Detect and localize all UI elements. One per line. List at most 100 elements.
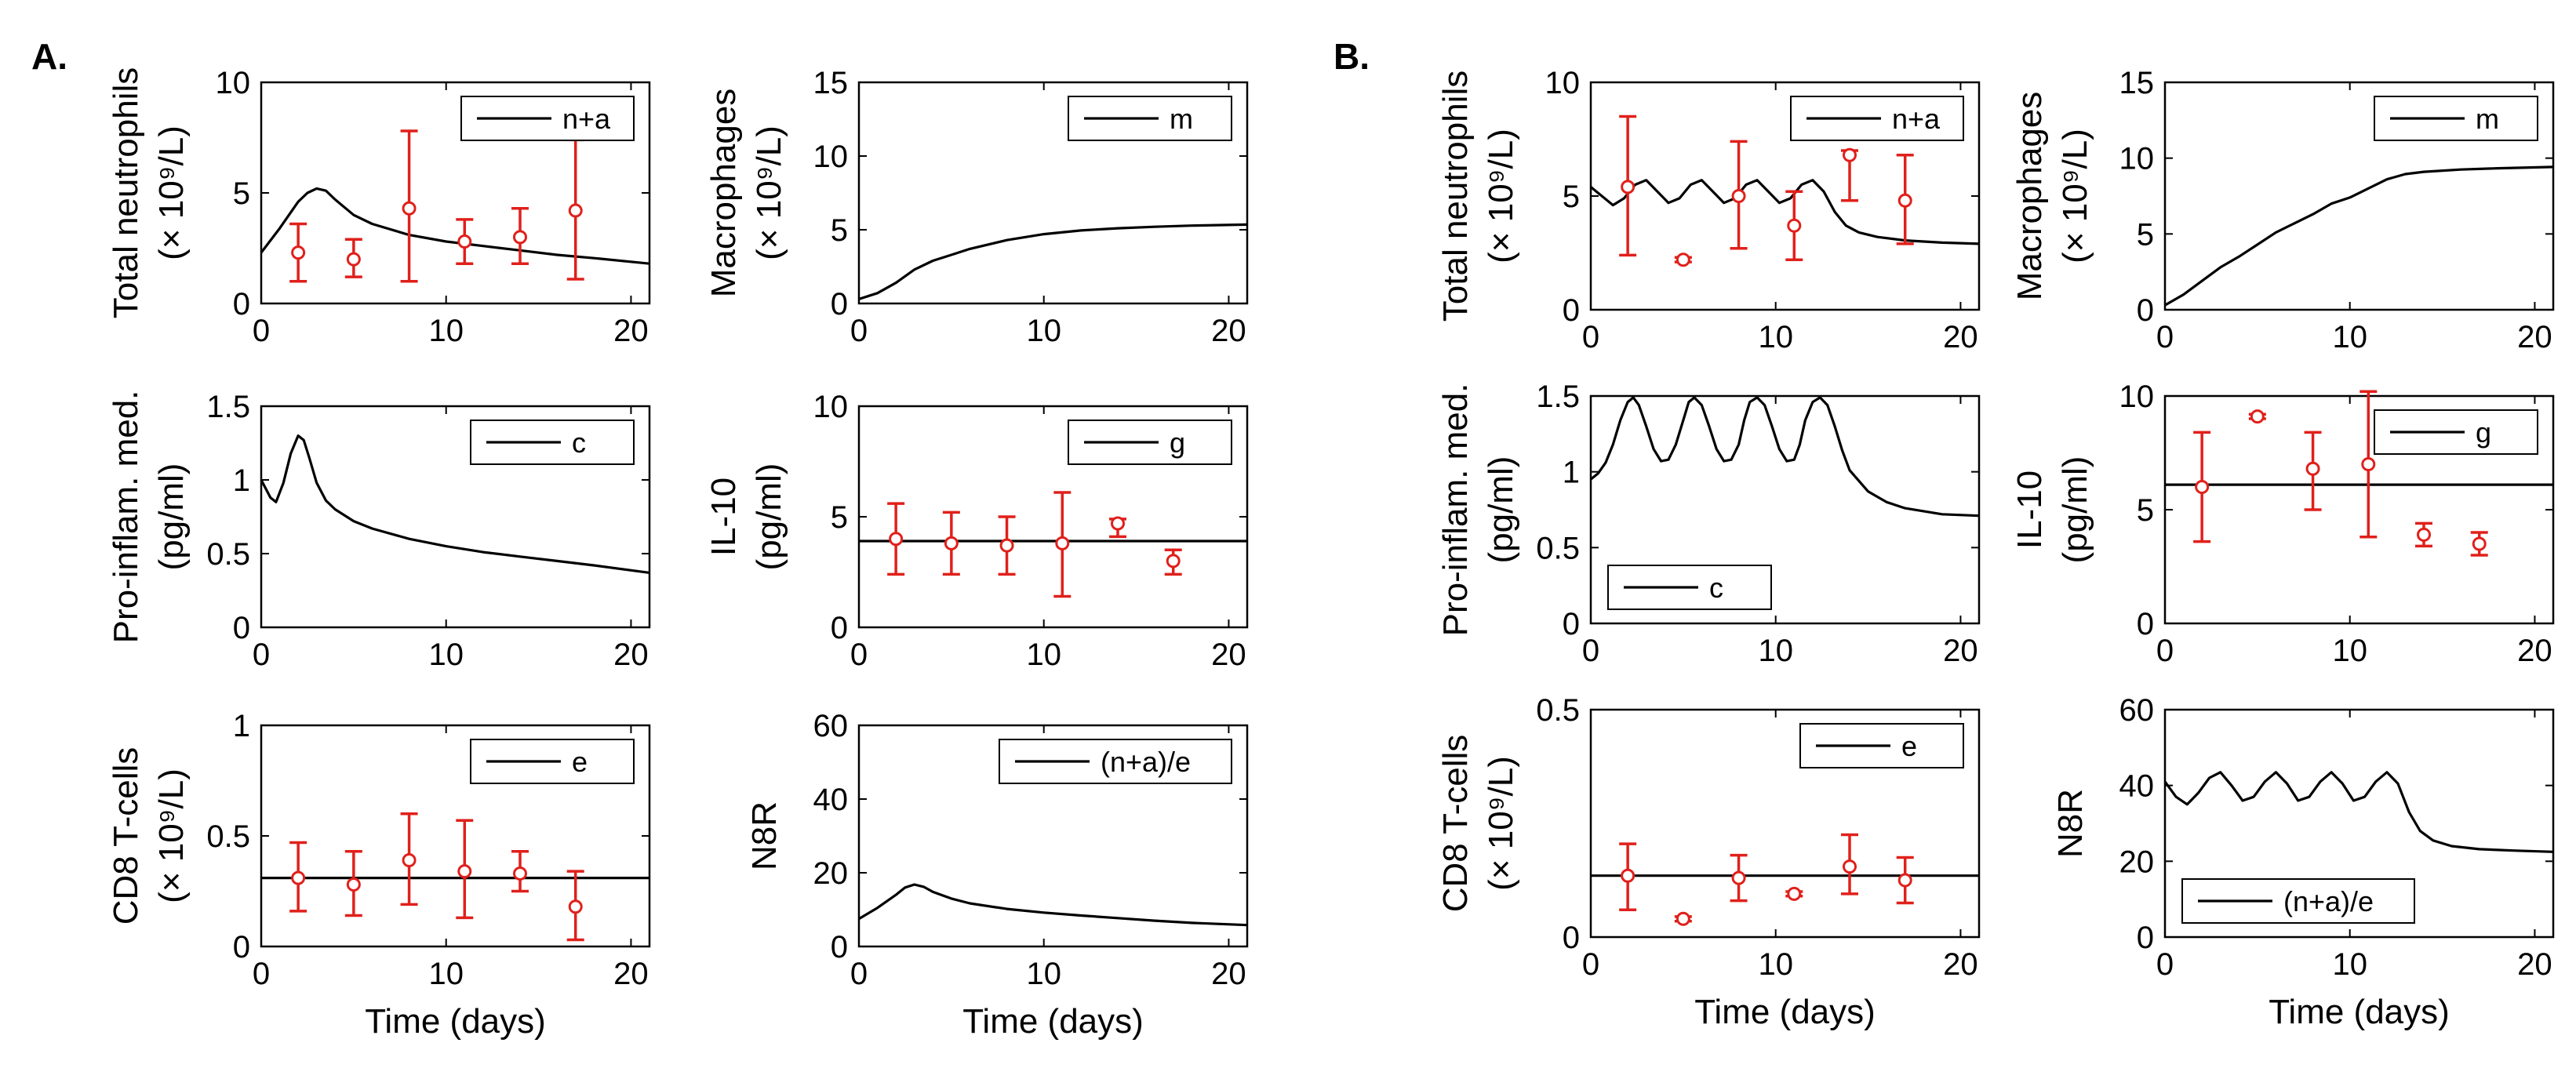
y-tick-label: 0	[1563, 607, 1580, 641]
x-tick-label: 10	[2332, 320, 2367, 354]
subplot-A-proinflam: 0 10 20 0 0.5 1 1.5 Pro-inflam. med. (pg/ml) c	[107, 390, 651, 672]
legend-label: e	[1901, 730, 1917, 762]
x-tick-label: 0	[1582, 320, 1599, 354]
data-point	[1621, 868, 1635, 883]
subplot-A-macrophages: 0 10 20 0 5 10 15 Macrophages (× 10⁹/L) m	[704, 66, 1249, 348]
x-tick-label: 10	[1026, 314, 1061, 348]
data-point	[2472, 536, 2487, 551]
y-axis-label-line: Total neutrophils	[107, 67, 145, 318]
legend: n+a	[460, 96, 635, 141]
y-tick-label: 5	[2137, 217, 2154, 252]
y-tick-label: 0	[831, 287, 848, 322]
y-axis-label-line: CD8 T-cells	[107, 747, 145, 925]
x-axis-label: Time (days)	[1694, 993, 1876, 1031]
y-axis-label: CD8 T-cells (× 10⁹/L)	[107, 747, 191, 925]
y-tick-label: 1	[233, 709, 250, 743]
x-tick-label: 20	[1943, 947, 1978, 982]
data-point	[1675, 252, 1690, 267]
data-point	[1843, 859, 1857, 874]
x-tick-label: 0	[1582, 947, 1599, 982]
x-tick-label: 20	[1211, 314, 1246, 348]
legend-label: n+a	[1892, 103, 1941, 135]
y-axis-label-line: Total neutrophils	[1436, 71, 1475, 322]
data-point	[457, 234, 472, 249]
series-line-n+a	[260, 187, 650, 265]
y-tick-label: 15	[2119, 66, 2155, 100]
y-axis-label-line: Macrophages	[2010, 92, 2049, 301]
y-axis-label-line: Pro-inflam. med.	[1436, 383, 1475, 637]
y-axis-label-line: (pg/ml)	[750, 463, 788, 571]
x-tick-label: 10	[1758, 634, 1793, 668]
y-axis-label: IL-10 (pg/ml)	[704, 463, 788, 571]
y-tick-label: 5	[831, 500, 848, 535]
data-point	[1897, 193, 1912, 208]
legend-label: c	[572, 427, 586, 459]
x-tick-label: 20	[613, 957, 649, 991]
x-tick-label: 20	[1211, 957, 1246, 991]
y-axis-label-line: Pro-inflam. med.	[107, 391, 145, 644]
y-tick-label: 0	[2137, 293, 2154, 328]
x-tick-label: 10	[428, 314, 464, 348]
y-axis-label: Total neutrophils (× 10⁹/L)	[107, 67, 191, 318]
legend: c	[1607, 565, 1772, 610]
data-point	[568, 899, 583, 914]
legend: e	[1799, 723, 1964, 768]
subplot-B-n8r: 0 10 20 0 20 40 60 N8R Time (days) (n+a)/e	[2051, 693, 2555, 1031]
x-tick-label: 10	[428, 638, 464, 672]
data-point	[944, 536, 959, 550]
y-tick-label: 40	[813, 783, 849, 817]
data-point	[568, 203, 583, 218]
y-tick-label: 10	[813, 140, 849, 174]
subplot-A-n8r: 0 10 20 0 20 40 60 N8R Time (days) (n+a)/e	[745, 709, 1249, 1041]
y-axis-label: IL-10 (pg/ml)	[2010, 456, 2094, 564]
x-tick-label: 0	[850, 638, 868, 672]
y-tick-label: 10	[2119, 380, 2155, 414]
legend: n+a	[1790, 96, 1964, 141]
x-tick-label: 20	[1943, 634, 1978, 668]
subplot-B-neutrophils: 0 10 20 0 5 10 Total neutrophils (× 10⁹/L) n+a	[1436, 66, 1981, 354]
y-axis-label-line: (× 10⁹/L)	[2056, 129, 2094, 263]
x-tick-label: 10	[1758, 947, 1793, 982]
y-tick-label: 0	[233, 930, 250, 965]
y-axis-label: Pro-inflam. med. (pg/ml)	[1436, 383, 1520, 637]
data-point	[291, 870, 306, 885]
y-tick-label: 60	[2119, 693, 2155, 728]
y-axis-label-line: IL-10	[704, 478, 743, 556]
x-tick-label: 20	[1943, 320, 1978, 354]
series-line-c	[260, 434, 650, 574]
data-point	[291, 245, 306, 260]
y-tick-label: 0	[2137, 921, 2154, 955]
x-tick-label: 20	[613, 638, 649, 672]
y-tick-label: 15	[813, 66, 849, 100]
y-tick-label: 60	[813, 709, 849, 743]
x-tick-label: 0	[253, 638, 270, 672]
data-point	[889, 532, 904, 547]
x-tick-label: 20	[1211, 638, 1246, 672]
legend-label: g	[1170, 427, 1185, 459]
y-axis-label-line: Macrophages	[704, 89, 743, 298]
y-tick-label: 10	[2119, 142, 2155, 176]
x-tick-label: 0	[1582, 634, 1599, 668]
y-tick-label: 20	[2119, 845, 2155, 879]
panel-letter-b: B.	[1333, 36, 1370, 77]
data-point	[346, 877, 361, 892]
y-axis-label: Total neutrophils (× 10⁹/L)	[1436, 71, 1520, 322]
x-tick-label: 20	[2517, 320, 2552, 354]
y-axis-label-line: (× 10⁹/L)	[1482, 129, 1520, 263]
data-point	[999, 538, 1014, 553]
y-axis-label-line: (× 10⁹/L)	[1482, 756, 1520, 891]
y-tick-label: 1.5	[1536, 380, 1580, 414]
y-axis-label-line: (× 10⁹/L)	[152, 125, 191, 260]
x-tick-label: 0	[2156, 320, 2174, 354]
x-tick-label: 0	[253, 314, 270, 348]
legend: g	[1068, 420, 1232, 465]
y-tick-label: 1.5	[206, 390, 250, 424]
y-axis-label-line: (pg/ml)	[1482, 456, 1520, 564]
y-axis-label-line: CD8 T-cells	[1436, 735, 1475, 913]
data-point	[2250, 409, 2265, 424]
y-tick-label: 0.5	[206, 819, 250, 854]
y-axis-label-line: (pg/ml)	[152, 463, 191, 571]
data-point	[1111, 516, 1125, 531]
legend: m	[2374, 96, 2538, 141]
y-tick-label: 0.5	[206, 537, 250, 572]
